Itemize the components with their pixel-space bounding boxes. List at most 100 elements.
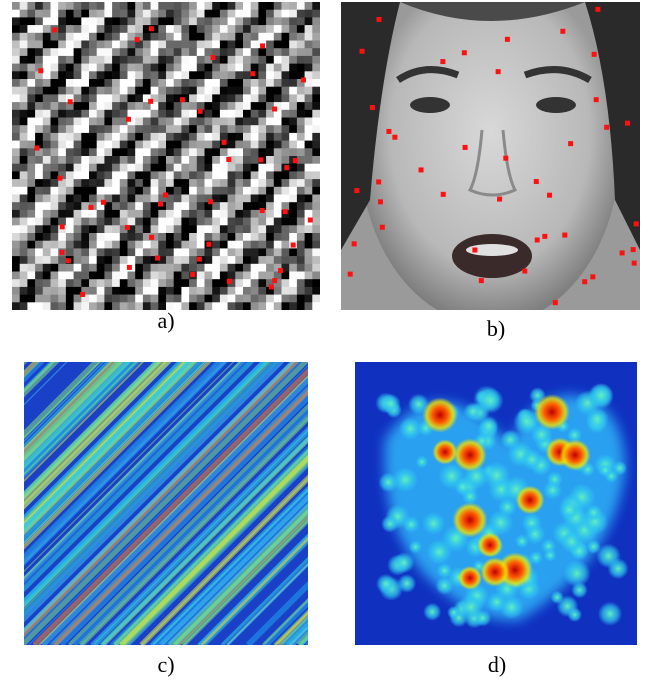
pixel bbox=[20, 171, 28, 179]
pixel bbox=[128, 48, 136, 56]
pixel bbox=[120, 110, 128, 118]
pixel bbox=[97, 102, 105, 110]
pixel bbox=[251, 94, 259, 102]
pixel bbox=[312, 102, 320, 110]
pixel bbox=[235, 125, 243, 133]
pixel bbox=[89, 79, 97, 87]
pixel bbox=[120, 264, 128, 272]
pixel bbox=[220, 102, 228, 110]
pixel bbox=[282, 156, 290, 164]
pixel bbox=[158, 148, 166, 156]
pixel bbox=[89, 125, 97, 133]
pixel bbox=[181, 187, 189, 195]
pixel bbox=[143, 295, 151, 303]
pixel bbox=[66, 187, 74, 195]
pixel bbox=[89, 279, 97, 287]
red-point bbox=[135, 37, 140, 42]
pixel bbox=[228, 64, 236, 72]
pixel bbox=[43, 272, 51, 280]
figure: a) b) c) d) bbox=[0, 0, 660, 681]
pixel bbox=[228, 33, 236, 41]
pixel bbox=[43, 33, 51, 41]
pixel bbox=[158, 125, 166, 133]
pixel bbox=[112, 148, 120, 156]
pixel bbox=[135, 179, 143, 187]
pixel bbox=[143, 17, 151, 25]
pixel bbox=[181, 225, 189, 233]
pixel bbox=[66, 225, 74, 233]
pixel bbox=[66, 48, 74, 56]
pixel bbox=[43, 17, 51, 25]
pixel bbox=[228, 171, 236, 179]
pixel bbox=[174, 241, 182, 249]
blob bbox=[426, 539, 452, 565]
red-point bbox=[127, 265, 132, 270]
pixel bbox=[212, 87, 220, 95]
pixel bbox=[112, 164, 120, 172]
pixel bbox=[143, 287, 151, 295]
pixel bbox=[266, 41, 274, 49]
pixel bbox=[174, 133, 182, 141]
pixel bbox=[220, 295, 228, 303]
pixel bbox=[220, 171, 228, 179]
pixel bbox=[181, 179, 189, 187]
pixel bbox=[220, 179, 228, 187]
red-point bbox=[535, 237, 540, 242]
pixel bbox=[43, 87, 51, 95]
pixel bbox=[220, 279, 228, 287]
pixel bbox=[181, 264, 189, 272]
pixel bbox=[135, 17, 143, 25]
pixel bbox=[258, 64, 266, 72]
pixel bbox=[205, 110, 213, 118]
pixel bbox=[297, 118, 305, 126]
blob bbox=[589, 383, 613, 407]
red-point bbox=[631, 247, 636, 252]
pixel bbox=[312, 202, 320, 210]
pixel bbox=[258, 87, 266, 95]
pixel bbox=[158, 56, 166, 64]
pixel bbox=[35, 225, 43, 233]
pixel bbox=[112, 218, 120, 226]
pixel bbox=[312, 148, 320, 156]
pixel bbox=[212, 218, 220, 226]
panel-b-image bbox=[341, 0, 640, 325]
blob bbox=[422, 512, 445, 535]
pixel bbox=[143, 118, 151, 126]
pixel bbox=[235, 233, 243, 241]
pixel bbox=[12, 141, 20, 149]
pixel bbox=[266, 187, 274, 195]
pixel bbox=[166, 48, 174, 56]
pixel bbox=[35, 156, 43, 164]
pixel bbox=[251, 218, 259, 226]
pixel bbox=[312, 264, 320, 272]
pixel bbox=[205, 156, 213, 164]
pixel bbox=[189, 48, 197, 56]
pixel bbox=[120, 10, 128, 18]
red-point bbox=[198, 109, 203, 114]
pixel bbox=[12, 33, 20, 41]
pixel bbox=[289, 141, 297, 149]
pixel bbox=[228, 302, 236, 310]
pixel bbox=[251, 279, 259, 287]
pixel bbox=[197, 17, 205, 25]
pixel bbox=[151, 133, 159, 141]
eye bbox=[536, 97, 576, 113]
pixel bbox=[243, 118, 251, 126]
blob bbox=[423, 603, 441, 621]
pixel bbox=[220, 287, 228, 295]
pixel bbox=[289, 41, 297, 49]
pixel bbox=[258, 164, 266, 172]
blob bbox=[478, 388, 504, 414]
pixel bbox=[197, 79, 205, 87]
pixel bbox=[305, 202, 313, 210]
pixel bbox=[104, 64, 112, 72]
pixel bbox=[89, 179, 97, 187]
hot-spot bbox=[480, 557, 510, 587]
blob bbox=[393, 467, 418, 492]
pixel bbox=[74, 94, 82, 102]
pixel bbox=[266, 87, 274, 95]
pixel bbox=[128, 195, 136, 203]
pixel bbox=[289, 133, 297, 141]
pixel bbox=[189, 17, 197, 25]
pixel bbox=[181, 64, 189, 72]
